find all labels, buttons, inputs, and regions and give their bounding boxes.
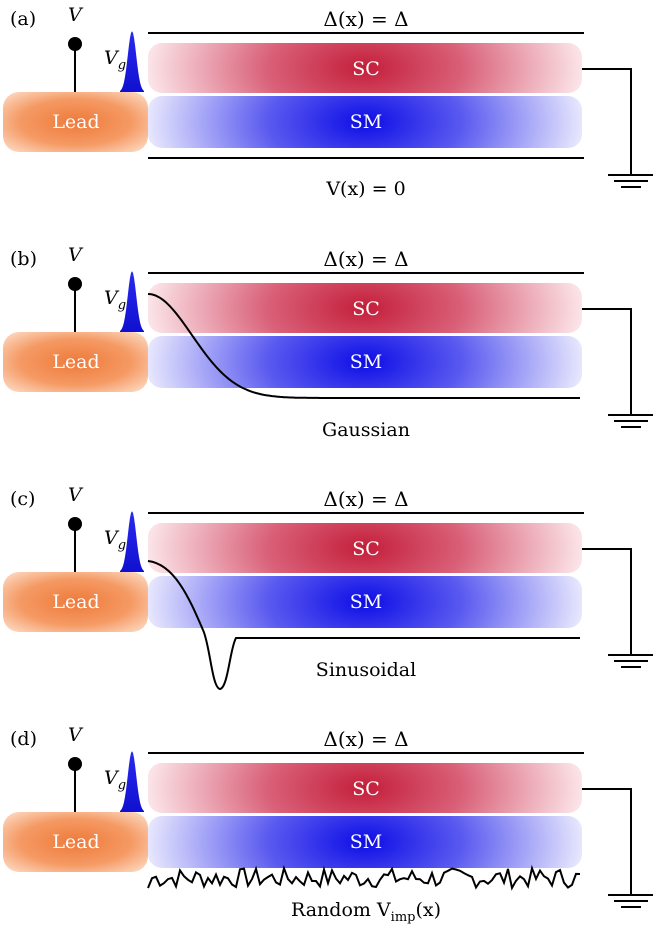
panel-label: (a) — [10, 8, 36, 30]
bias-voltage-label: V — [68, 724, 84, 746]
lead-block — [3, 92, 148, 152]
superconductor-bar — [148, 283, 582, 333]
lead-block — [3, 812, 148, 872]
superconductor-label: SC — [352, 538, 380, 560]
bias-voltage-label: V — [68, 244, 84, 266]
pairing-label: Δ(x) = Δ — [323, 247, 408, 271]
gate-electrode — [120, 271, 144, 332]
panel-b: (b) V Lead Vg Δ(x) = Δ SC SM Gaussian — [3, 244, 653, 441]
panel-label: (c) — [10, 488, 35, 510]
lead-block — [3, 332, 148, 392]
ground-wire — [582, 788, 632, 894]
lead-block — [3, 572, 148, 632]
lead-label: Lead — [52, 831, 99, 853]
panel-label: (d) — [10, 728, 37, 750]
bias-voltage-label: V — [68, 4, 84, 26]
semiconductor-label: SM — [350, 351, 382, 373]
lead-label: Lead — [52, 351, 99, 373]
bias-voltage-label: V — [68, 484, 84, 506]
potential-caption: Gaussian — [322, 419, 410, 441]
semiconductor-bar — [148, 336, 582, 388]
panel-c: (c) V Lead Vg Δ(x) = Δ SC SM Sinusoidal — [3, 484, 653, 691]
superconductor-label: SC — [352, 778, 380, 800]
ground-wire — [582, 308, 632, 414]
potential-caption: V(x) = 0 — [325, 178, 405, 200]
bias-terminal-dot — [68, 757, 82, 771]
pairing-label: Δ(x) = Δ — [323, 7, 408, 31]
superconductor-bar — [148, 523, 582, 573]
bias-terminal-dot — [68, 37, 82, 51]
potential-profile — [147, 864, 581, 891]
ground-wire — [582, 68, 632, 174]
superconductor-bar — [148, 763, 582, 813]
panel-label: (b) — [10, 248, 37, 270]
lead-label: Lead — [52, 111, 99, 133]
potential-profile — [147, 560, 580, 691]
potential-caption: Random Vimp(x) — [291, 899, 441, 925]
panel-a: (a) V Lead Vg Δ(x) = Δ SC SM V(x) = 0 — [3, 4, 653, 200]
semiconductor-bar — [148, 96, 582, 148]
semiconductor-bar — [148, 816, 582, 868]
gate-voltage-label: Vg — [104, 527, 126, 553]
ground-wire — [582, 548, 632, 654]
superconductor-label: SC — [352, 58, 380, 80]
semiconductor-bar — [148, 576, 582, 628]
bias-terminal-dot — [68, 517, 82, 531]
semiconductor-label: SM — [350, 831, 382, 853]
potential-caption: Sinusoidal — [316, 659, 416, 681]
gate-electrode — [120, 751, 144, 812]
pairing-label: Δ(x) = Δ — [323, 487, 408, 511]
lead-label: Lead — [52, 591, 99, 613]
semiconductor-label: SM — [350, 111, 382, 133]
superconductor-bar — [148, 43, 582, 93]
gate-electrode — [120, 31, 144, 92]
bias-terminal-dot — [68, 277, 82, 291]
pairing-label: Δ(x) = Δ — [323, 727, 408, 751]
superconductor-label: SC — [352, 298, 380, 320]
gate-voltage-label: Vg — [104, 47, 126, 73]
gate-voltage-label: Vg — [104, 287, 126, 313]
gate-voltage-label: Vg — [104, 767, 126, 793]
semiconductor-label: SM — [350, 591, 382, 613]
gate-electrode — [120, 511, 144, 572]
panel-d: (d) V Lead Vg Δ(x) = Δ SC SM Random Vimp(x) — [3, 724, 653, 925]
potential-profile — [147, 293, 580, 399]
